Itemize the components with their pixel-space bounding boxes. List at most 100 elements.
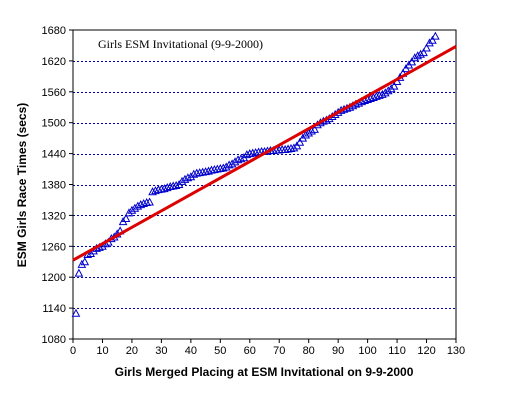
data-point (274, 145, 284, 154)
y-tick-label: 1620 (42, 56, 66, 68)
axes: 1080114012001260132013801440150015601620… (42, 25, 466, 357)
data-point (171, 180, 181, 190)
data-point (80, 257, 90, 266)
y-tick-label: 1080 (42, 334, 66, 346)
data-point (366, 93, 375, 102)
y-axis-title: ESM Girls Race Times (secs) (15, 103, 29, 268)
x-tick-label: 0 (70, 345, 76, 357)
data-point (215, 163, 225, 173)
data-point (286, 143, 296, 152)
data-point (289, 143, 299, 152)
data-point (413, 51, 423, 60)
x-tick-label: 110 (388, 345, 406, 357)
data-point (165, 182, 175, 191)
data-point (386, 84, 396, 93)
y-tick-label: 1380 (42, 180, 66, 192)
y-tick-label: 1680 (42, 25, 66, 37)
chart-title: Girls ESM Invitational (9-9-2000) (98, 37, 263, 51)
data-point (372, 91, 381, 100)
data-point (180, 174, 190, 183)
data-point (136, 200, 146, 209)
data-point (251, 148, 260, 157)
data-point (127, 205, 137, 214)
data-point (407, 57, 417, 66)
data-point (162, 183, 172, 192)
data-point (151, 186, 160, 195)
data-point (142, 197, 151, 207)
y-tick-label: 1560 (42, 87, 66, 99)
data-point (369, 92, 378, 101)
x-tick-label: 90 (332, 345, 344, 357)
x-tick-label: 70 (273, 345, 285, 357)
data-point (145, 197, 154, 206)
y-tick-label: 1140 (42, 303, 66, 315)
y-tick-label: 1200 (42, 272, 66, 284)
data-point (280, 144, 290, 153)
data-point (236, 154, 246, 163)
data-point (233, 155, 243, 164)
data-point (192, 168, 202, 177)
data-point (389, 81, 399, 90)
y-tick-label: 1260 (42, 241, 66, 253)
grid-lines (73, 61, 456, 309)
data-point (198, 167, 207, 176)
data-point (383, 86, 393, 95)
data-point (245, 149, 255, 158)
data-point (195, 168, 205, 177)
x-tick-label: 130 (447, 345, 465, 357)
data-point (283, 144, 293, 153)
data-point (227, 159, 237, 168)
data-point (207, 165, 216, 174)
data-point (307, 126, 316, 135)
data-point (121, 213, 131, 222)
data-point (360, 96, 370, 105)
x-tick-label: 50 (214, 345, 226, 357)
data-point (428, 35, 437, 44)
data-point (363, 94, 372, 104)
data-point (295, 137, 305, 146)
data-point (74, 268, 84, 277)
data-point (301, 130, 311, 139)
data-point (168, 181, 178, 190)
x-tick-label: 120 (417, 345, 435, 357)
data-point (77, 259, 87, 268)
data-point (380, 88, 390, 97)
x-tick-label: 30 (155, 345, 167, 357)
data-point (139, 199, 149, 208)
data-point (71, 308, 81, 317)
data-point (248, 148, 258, 157)
data-point (242, 150, 252, 159)
data-point (425, 38, 434, 47)
data-point (86, 248, 96, 258)
data-point (124, 208, 134, 217)
data-point (189, 169, 199, 178)
y-tick-label: 1440 (42, 149, 66, 161)
x-tick-label: 10 (96, 345, 108, 357)
x-tick-label: 80 (303, 345, 315, 357)
data-point (154, 185, 163, 194)
data-point (204, 166, 213, 175)
y-tick-label: 1500 (42, 118, 66, 130)
data-point (431, 31, 440, 40)
data-point (201, 167, 210, 176)
data-point (148, 187, 157, 196)
data-point (210, 165, 219, 174)
x-axis-title: Girls Merged Placing at ESM Invitational… (115, 365, 414, 379)
x-tick-label: 20 (126, 345, 138, 357)
x-tick-label: 60 (244, 345, 256, 357)
data-point (310, 124, 319, 133)
data-point (419, 48, 428, 57)
data-point (221, 162, 231, 171)
trend-line (72, 45, 457, 262)
data-point (375, 90, 384, 99)
data-point (230, 157, 240, 166)
x-tick-label: 40 (185, 345, 197, 357)
y-tick-label: 1320 (42, 210, 66, 222)
data-point (133, 201, 143, 210)
data-points (71, 31, 440, 317)
data-point (213, 164, 222, 173)
data-point (218, 163, 228, 172)
data-point (157, 184, 166, 193)
data-point (422, 43, 431, 52)
